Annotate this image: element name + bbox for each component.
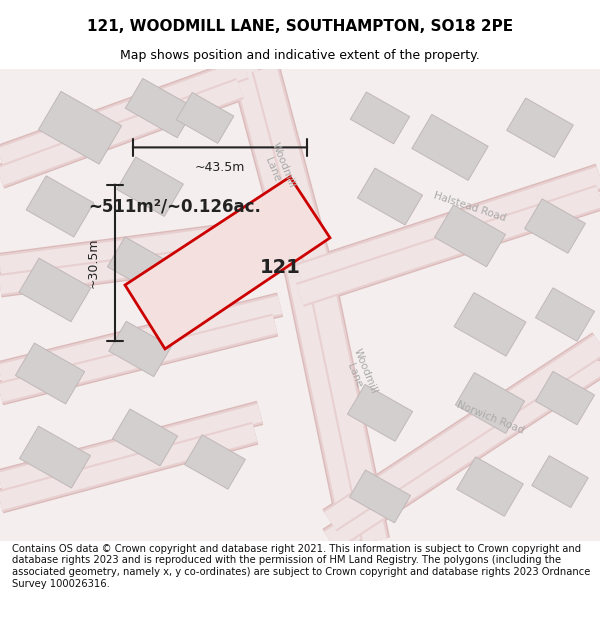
Polygon shape [457, 457, 523, 516]
Text: ~30.5m: ~30.5m [86, 238, 100, 288]
Polygon shape [412, 114, 488, 181]
Polygon shape [38, 91, 122, 164]
Polygon shape [116, 157, 184, 216]
Polygon shape [19, 258, 91, 322]
Polygon shape [16, 343, 85, 404]
Polygon shape [26, 176, 94, 237]
Polygon shape [535, 371, 595, 425]
Polygon shape [532, 456, 588, 508]
Polygon shape [0, 69, 600, 541]
Polygon shape [185, 435, 245, 489]
Text: 121: 121 [260, 258, 301, 277]
Text: Woodmill
Lane: Woodmill Lane [341, 347, 379, 400]
Text: Map shows position and indicative extent of the property.: Map shows position and indicative extent… [120, 49, 480, 62]
Polygon shape [176, 92, 234, 143]
Polygon shape [347, 384, 413, 441]
Polygon shape [125, 78, 195, 138]
Polygon shape [109, 321, 171, 377]
Polygon shape [506, 98, 574, 158]
Polygon shape [535, 288, 595, 341]
Text: Norwich Road: Norwich Road [455, 400, 525, 436]
Polygon shape [455, 372, 524, 433]
Polygon shape [125, 177, 330, 349]
Polygon shape [349, 470, 410, 522]
Polygon shape [434, 205, 505, 267]
Polygon shape [20, 426, 91, 488]
Polygon shape [112, 409, 178, 466]
Polygon shape [454, 292, 526, 356]
Text: 121, WOODMILL LANE, SOUTHAMPTON, SO18 2PE: 121, WOODMILL LANE, SOUTHAMPTON, SO18 2P… [87, 19, 513, 34]
Text: Woodmill
Lane: Woodmill Lane [259, 141, 297, 193]
Polygon shape [350, 92, 410, 144]
Text: Contains OS data © Crown copyright and database right 2021. This information is : Contains OS data © Crown copyright and d… [12, 544, 590, 589]
Polygon shape [524, 199, 586, 253]
Text: ~43.5m: ~43.5m [195, 161, 245, 174]
Polygon shape [358, 168, 422, 225]
Text: Halstead Road: Halstead Road [433, 190, 508, 222]
Polygon shape [107, 237, 173, 294]
Text: ~511m²/~0.126ac.: ~511m²/~0.126ac. [89, 198, 262, 216]
